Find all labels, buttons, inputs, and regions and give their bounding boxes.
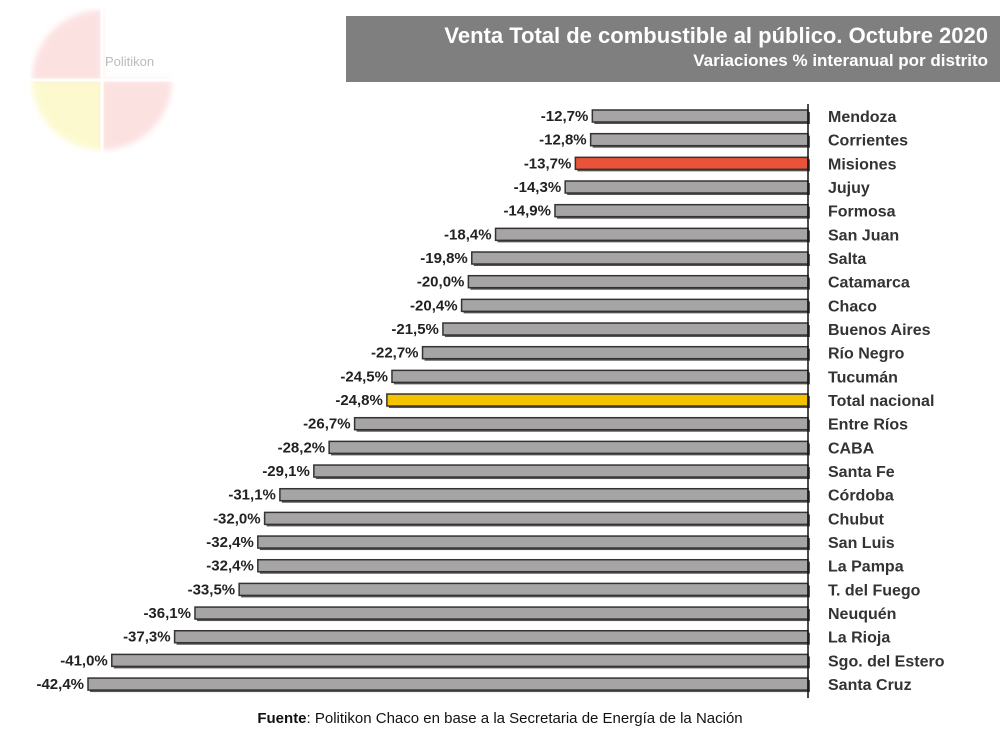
- category-label: La Rioja: [828, 630, 890, 647]
- category-label: Total nacional: [828, 393, 934, 410]
- bar: [442, 322, 809, 336]
- bar: [173, 629, 809, 644]
- bar: [257, 535, 809, 549]
- bar: [87, 677, 809, 691]
- bar: [257, 558, 809, 573]
- category-label: La Pampa: [828, 559, 904, 576]
- category-label: San Luis: [828, 535, 895, 552]
- data-label: -41,0%: [60, 652, 108, 669]
- category-label: Catamarca: [828, 275, 910, 292]
- bar: [471, 251, 809, 265]
- category-label: Mendoza: [828, 109, 897, 126]
- data-label: -26,7%: [303, 416, 351, 433]
- category-label: Jujuy: [828, 180, 870, 197]
- chart-subtitle: Variaciones % interanual por distrito: [693, 51, 988, 70]
- data-label: -32,4%: [206, 534, 254, 551]
- data-label: -33,5%: [188, 581, 236, 598]
- category-label: Neuquén: [828, 606, 896, 623]
- category-label: Misiones: [828, 156, 897, 173]
- bar: [554, 203, 809, 218]
- bar: [494, 227, 809, 242]
- category-label: Santa Fe: [828, 464, 895, 481]
- data-label: -21,5%: [391, 321, 439, 338]
- bar: [386, 393, 809, 407]
- source-text: : Politikon Chaco en base a la Secretari…: [306, 710, 743, 727]
- bar: [279, 487, 809, 502]
- category-label: Salta: [828, 251, 866, 268]
- category-label: Sgo. del Estero: [828, 653, 945, 670]
- data-label: -24,5%: [340, 368, 388, 385]
- data-label: -42,4%: [36, 676, 84, 693]
- category-label: Córdoba: [828, 488, 894, 505]
- data-label: -32,0%: [213, 510, 261, 527]
- title-banner: Venta Total de combustible al público. O…: [346, 16, 1000, 82]
- bar: [564, 180, 809, 194]
- category-label: Chaco: [828, 298, 877, 315]
- source-label: Fuente: [257, 710, 307, 727]
- bar: [467, 274, 809, 289]
- data-label: -24,8%: [335, 392, 383, 409]
- bar: [421, 345, 809, 360]
- source-note: Fuente: Politikon Chaco en base a la Sec…: [0, 710, 1000, 727]
- category-label: T. del Fuego: [828, 582, 921, 599]
- data-label: -19,8%: [420, 250, 468, 267]
- category-label: Santa Cruz: [828, 677, 912, 694]
- category-label: San Juan: [828, 227, 899, 244]
- data-label: -18,4%: [444, 226, 492, 243]
- bar: [111, 653, 809, 668]
- data-label: -20,0%: [417, 274, 465, 291]
- category-label: Corrientes: [828, 133, 908, 150]
- data-label: -12,8%: [539, 132, 587, 149]
- data-label: -36,1%: [143, 605, 191, 622]
- bar: [574, 156, 809, 171]
- data-label: -14,3%: [514, 179, 562, 196]
- bar: [328, 440, 809, 455]
- bar: [263, 511, 809, 526]
- bar: [194, 606, 809, 620]
- data-label: -37,3%: [123, 629, 171, 646]
- data-label: -31,1%: [228, 487, 276, 504]
- category-label: Buenos Aires: [828, 322, 931, 339]
- bar: [460, 298, 809, 313]
- category-label: Formosa: [828, 204, 896, 221]
- bar: [313, 464, 809, 478]
- category-label: CABA: [828, 440, 875, 457]
- data-label: -32,4%: [206, 558, 254, 575]
- data-label: -29,1%: [262, 463, 310, 480]
- category-label: Río Negro: [828, 346, 905, 363]
- data-label: -13,7%: [524, 155, 572, 172]
- bar: [353, 416, 809, 431]
- bar: [591, 109, 809, 123]
- category-label: Chubut: [828, 511, 885, 528]
- logo-text: Politikon: [105, 54, 154, 69]
- chart-title: Venta Total de combustible al público. O…: [444, 23, 988, 48]
- category-label: Tucumán: [828, 369, 898, 386]
- data-label: -14,9%: [503, 203, 551, 220]
- data-label: -12,7%: [541, 108, 589, 125]
- data-label: -28,2%: [278, 439, 326, 456]
- politikon-logo: Politikon: [30, 8, 175, 153]
- bar: [238, 582, 809, 597]
- bar: [391, 369, 809, 384]
- data-label: -22,7%: [371, 345, 419, 362]
- category-label: Entre Ríos: [828, 417, 908, 434]
- data-label: -20,4%: [410, 297, 458, 314]
- bar: [589, 132, 809, 147]
